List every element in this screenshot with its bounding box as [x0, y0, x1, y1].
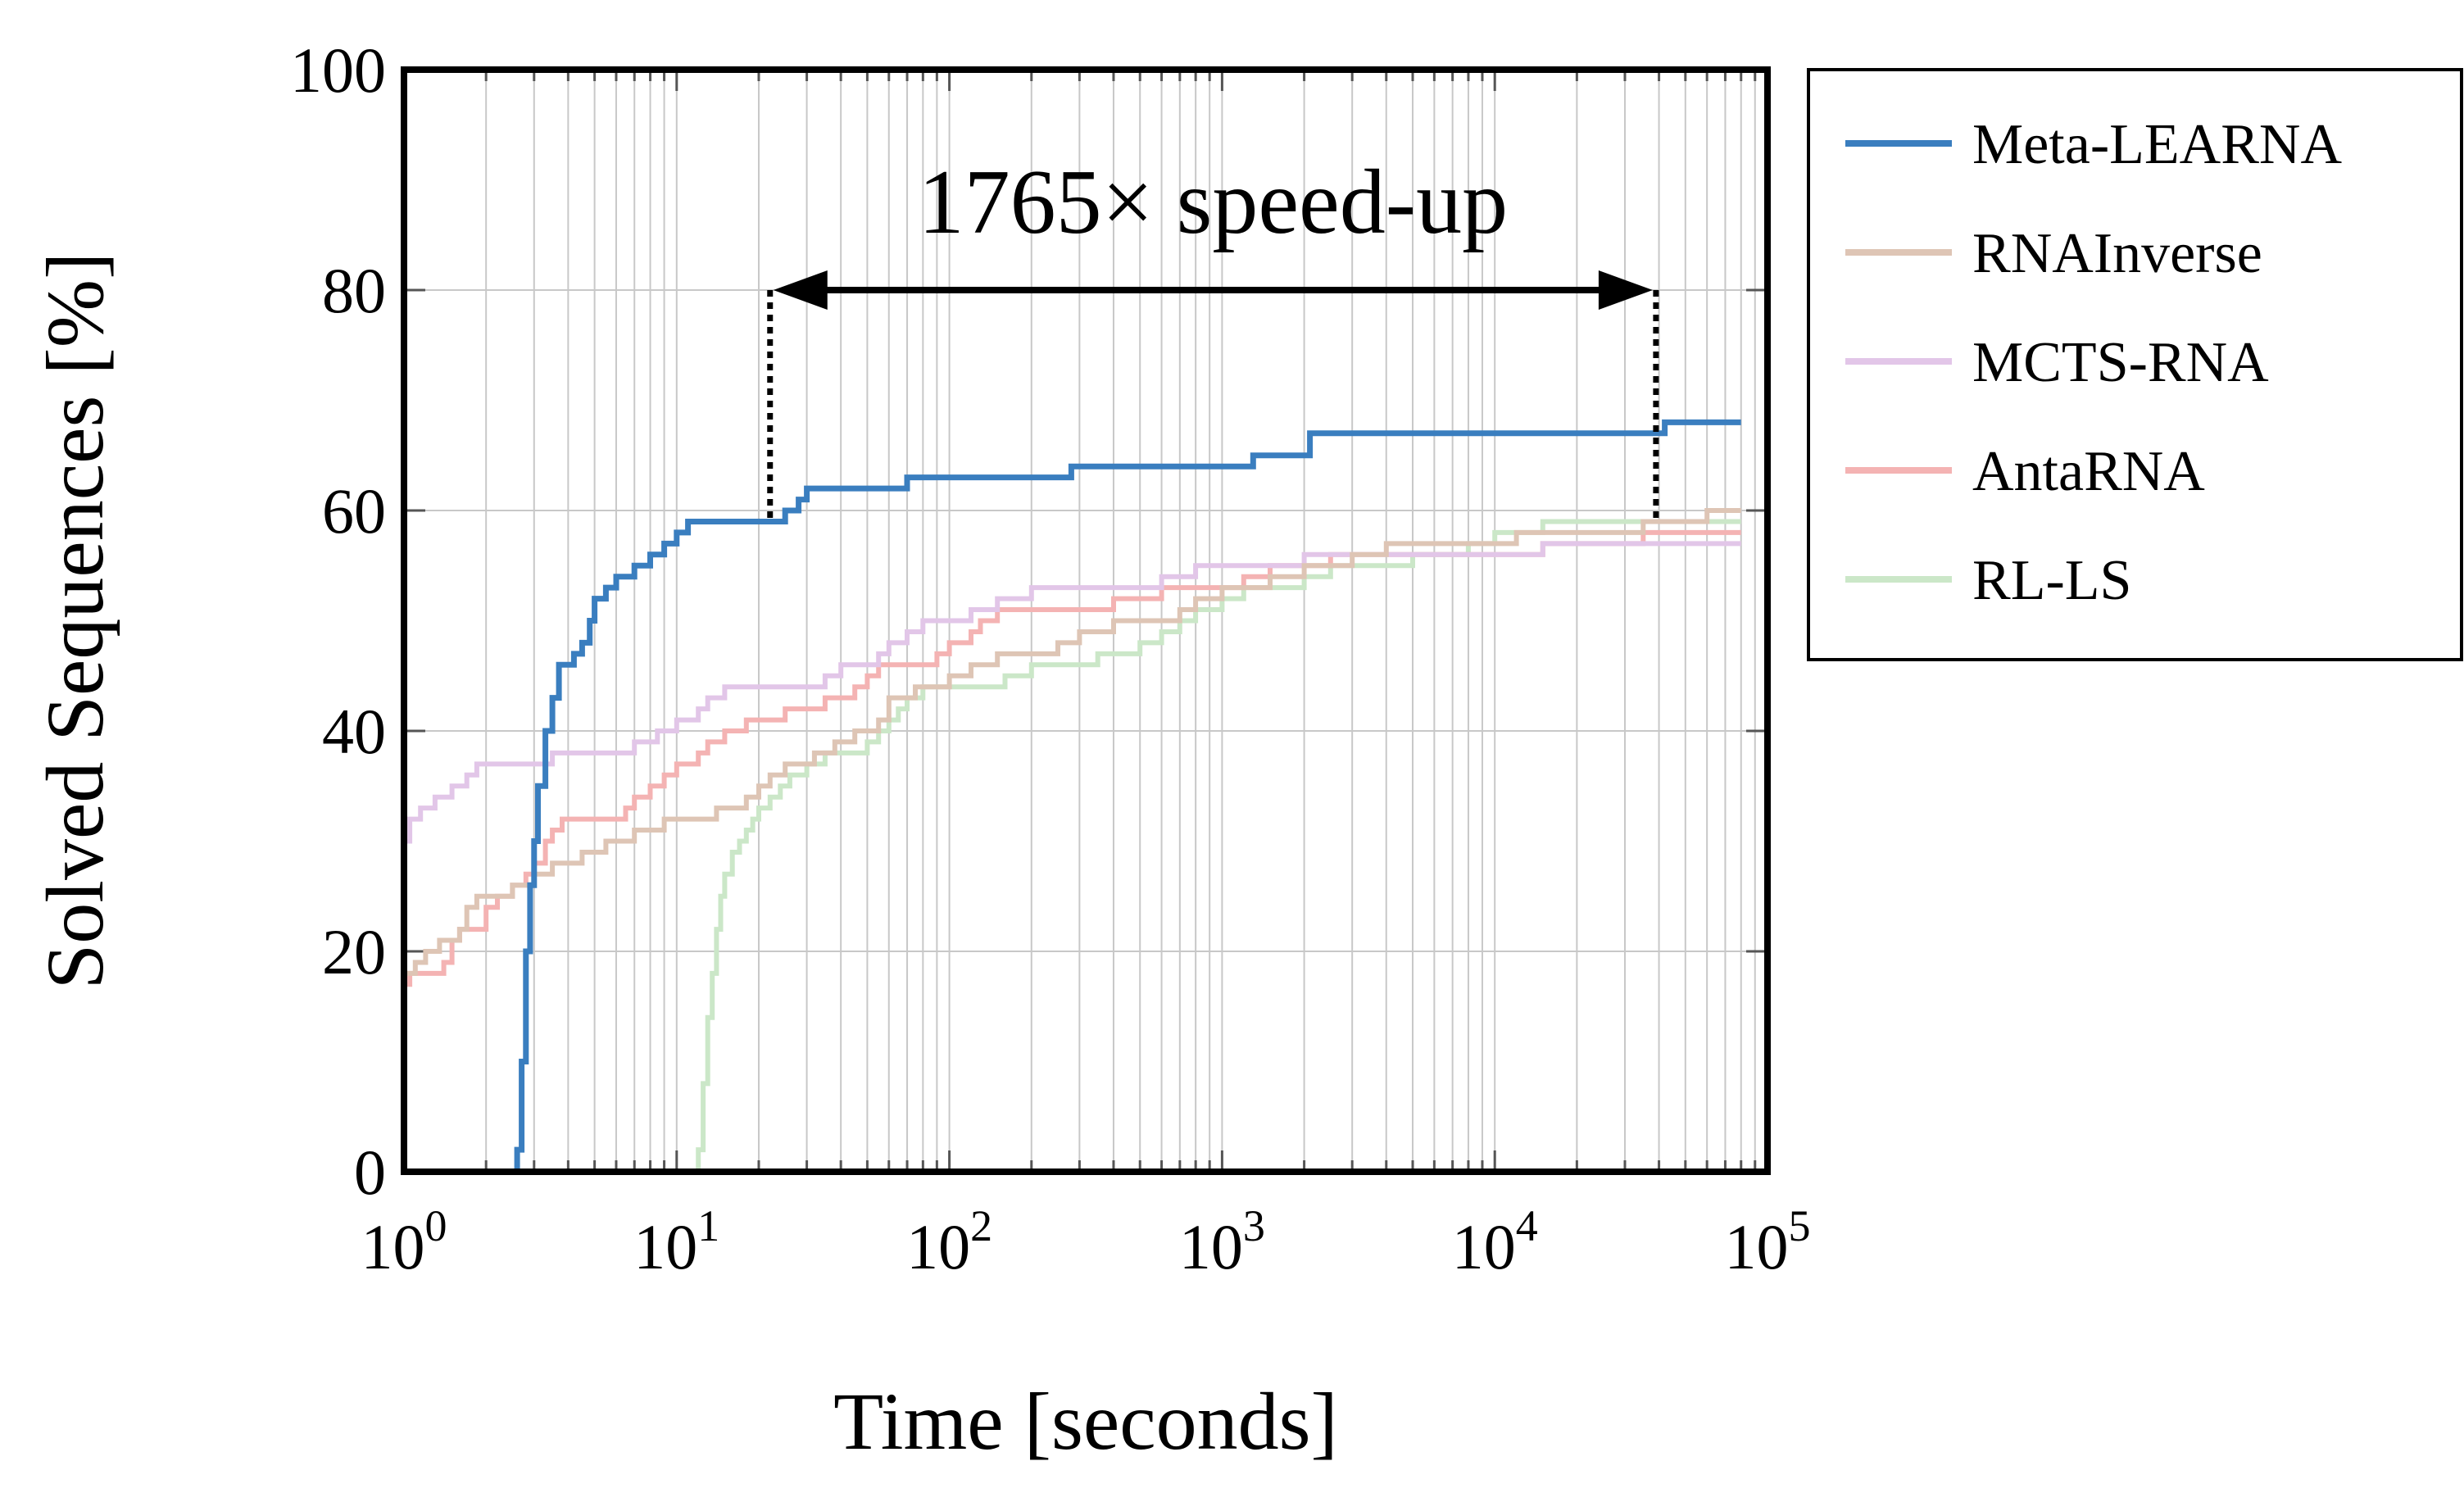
x-tick-label: 103	[1179, 1201, 1265, 1282]
x-tick-label: 101	[633, 1201, 719, 1282]
x-tick-label: 105	[1725, 1201, 1811, 1282]
y-tick-label: 20	[322, 916, 386, 987]
y-tick-label: 0	[354, 1137, 386, 1208]
legend-label: AntaRNA	[1972, 440, 2205, 503]
speedup-annotation: 1765× speed-up	[767, 152, 1659, 522]
x-tick-label: 102	[906, 1201, 992, 1282]
y-tick-label: 80	[322, 255, 386, 326]
speedup-arrow-head-left	[773, 270, 828, 310]
series-line-rl-ls	[404, 519, 1741, 1174]
legend-label: MCTS-RNA	[1972, 331, 2269, 394]
y-tick-label: 60	[322, 475, 386, 547]
series-line-rnainverse	[404, 508, 1741, 976]
y-tick-labels: 0 20 40 60 80 100	[290, 34, 386, 1208]
y-axis-title: Solved Sequences [%]	[29, 252, 120, 990]
legend: Meta-LEARNA RNAInverse MCTS-RNA AntaRNA RL-L…	[1807, 68, 2463, 661]
x-axis-title: Time [seconds]	[833, 1376, 1338, 1467]
x-tick-label: 100	[361, 1201, 447, 1282]
legend-label: Meta-LEARNA	[1972, 113, 2342, 176]
plot-frame	[401, 66, 1771, 1175]
series-line-meta-learna	[404, 419, 1741, 1175]
y-tick-label: 40	[322, 696, 386, 767]
speedup-label: 1765× speed-up	[919, 152, 1508, 253]
data-series	[404, 419, 1741, 1175]
legend-label: RNAInverse	[1972, 222, 2262, 285]
x-tick-label: 104	[1452, 1201, 1538, 1282]
speedup-arrow-head-right	[1598, 270, 1653, 310]
y-tick-label: 100	[290, 34, 386, 106]
x-tick-labels: 100 101 102 103 104 105	[361, 1201, 1811, 1282]
series-line-mcts-rna	[404, 541, 1741, 844]
grid-lines	[402, 68, 1767, 1173]
legend-label: RL-LS	[1972, 549, 2131, 612]
